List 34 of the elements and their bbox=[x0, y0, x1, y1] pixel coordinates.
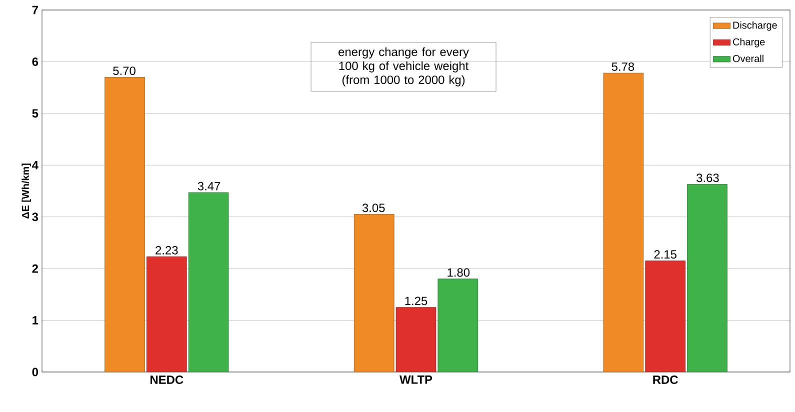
data-label: 3.05 bbox=[362, 204, 385, 212]
bar bbox=[687, 184, 728, 372]
y-tick-label: 5 bbox=[32, 109, 38, 118]
y-tick-label: 2 bbox=[32, 264, 38, 273]
data-label: 1.80 bbox=[448, 268, 470, 277]
bar bbox=[188, 192, 229, 372]
data-label: 3.47 bbox=[198, 182, 220, 190]
y-tick-label: 0 bbox=[32, 368, 38, 376]
bar bbox=[146, 256, 187, 372]
bar bbox=[438, 278, 478, 372]
data-label: 1.25 bbox=[405, 296, 428, 306]
data-label: 2.15 bbox=[654, 250, 676, 259]
x-tick-label: NEDC bbox=[150, 376, 184, 384]
y-tick-label: 7 bbox=[32, 6, 38, 14]
data-label: 5.78 bbox=[612, 62, 634, 71]
y-axis-title: ΔE [Wh/km] bbox=[22, 164, 31, 219]
bar bbox=[645, 260, 686, 372]
x-tick-label: RDC bbox=[653, 376, 678, 384]
bar bbox=[603, 72, 644, 372]
bar bbox=[354, 214, 394, 372]
y-tick-label: 6 bbox=[32, 57, 38, 66]
bar bbox=[104, 77, 145, 372]
data-label: 2.23 bbox=[156, 246, 178, 254]
y-tick-label: 4 bbox=[32, 161, 38, 170]
legend-label: Overall bbox=[732, 54, 764, 62]
legend-label: Discharge bbox=[733, 21, 777, 31]
legend-label: Charge bbox=[733, 38, 765, 48]
x-tick-label: WLTP bbox=[400, 376, 432, 384]
y-tick-label: 3 bbox=[32, 212, 38, 222]
annotation: energy change for every 100 kg of vehicle weight (from 1000 to 2000 kg) bbox=[338, 47, 469, 86]
y-tick-label: 1 bbox=[32, 316, 38, 324]
bar bbox=[396, 307, 436, 372]
data-label: 5.70 bbox=[113, 66, 136, 76]
data-label: 3.63 bbox=[696, 174, 719, 182]
